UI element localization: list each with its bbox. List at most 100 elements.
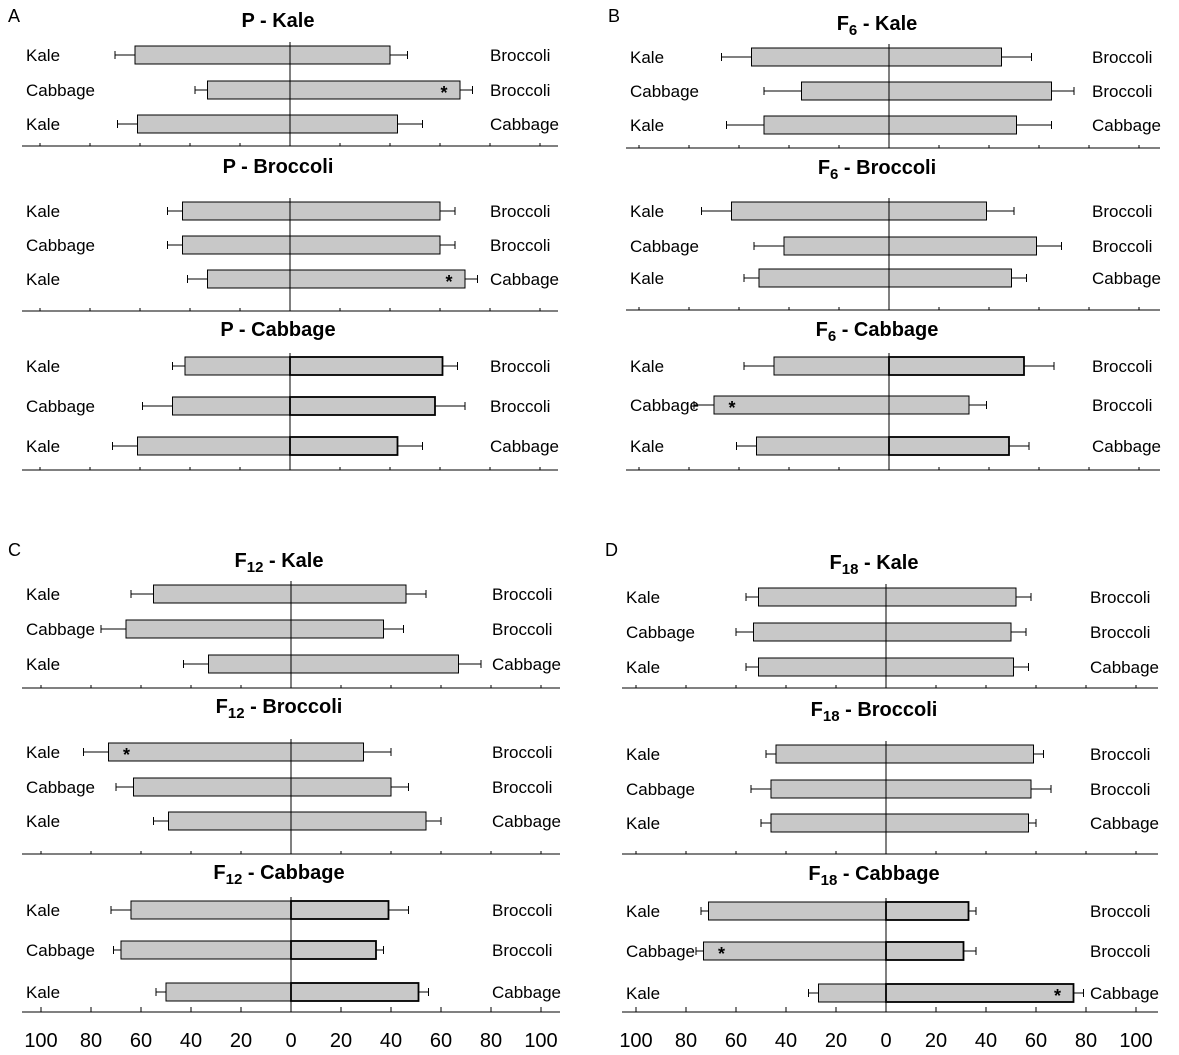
row-label-right: Cabbage	[1092, 437, 1161, 456]
subchart-title: F18 - Cabbage	[808, 863, 939, 889]
x-tick-label: 100	[524, 1030, 557, 1052]
subchart-title: F6 - Broccoli	[818, 157, 936, 183]
x-tick-label: 40	[380, 1030, 402, 1052]
significance-marker: *	[445, 272, 452, 292]
subchart-title-main: F	[837, 13, 849, 35]
row-label-right: Cabbage	[1090, 658, 1159, 677]
row-label-right: Broccoli	[1092, 396, 1152, 415]
bar-left	[775, 744, 887, 764]
bar-left	[751, 47, 890, 67]
subchart-title-rest: - Cabbage	[233, 319, 335, 341]
subchart-title: P - Cabbage	[220, 319, 335, 341]
row-label-left: Kale	[626, 984, 660, 1003]
row-label-right: Broccoli	[1090, 902, 1150, 921]
subchart-title: P - Kale	[241, 10, 314, 32]
row-label-left: Kale	[26, 743, 60, 762]
x-tick-label: 40	[775, 1030, 797, 1052]
panel-letter: C	[8, 540, 21, 560]
subchart-title-subscript: 6	[830, 166, 838, 183]
row-label-left: Cabbage	[26, 236, 95, 255]
bar-left	[783, 236, 890, 256]
subchart-title-subscript: 18	[823, 708, 840, 725]
row-label-right: Broccoli	[492, 778, 552, 797]
subchart-title-main: F	[816, 319, 828, 341]
row-label-right: Cabbage	[492, 812, 561, 831]
subchart-title: P - Broccoli	[223, 156, 334, 178]
significance-marker: *	[718, 944, 725, 964]
row-label-left: Kale	[626, 588, 660, 607]
subchart-title: F6 - Cabbage	[816, 319, 939, 345]
bar-right	[888, 236, 1037, 256]
x-tick-label: 20	[825, 1030, 847, 1052]
row-label-left: Kale	[630, 48, 664, 67]
row-label-right: Cabbage	[1092, 116, 1161, 135]
row-label-right: Cabbage	[490, 270, 559, 289]
bar-left	[207, 269, 291, 289]
bar-left	[120, 940, 292, 960]
row-label-right: Broccoli	[490, 357, 550, 376]
bar-left	[818, 983, 887, 1003]
bar-left	[708, 901, 887, 921]
panel-letter: D	[605, 540, 618, 560]
subchart-title-subscript: 12	[247, 559, 264, 576]
subchart-title-rest: - Kale	[857, 13, 917, 35]
bar-right	[290, 619, 384, 639]
row-label-right: Broccoli	[492, 620, 552, 639]
row-label-left: Kale	[630, 357, 664, 376]
row-label-left: Kale	[630, 202, 664, 221]
significance-marker: *	[1054, 986, 1061, 1006]
bar-right	[888, 436, 1010, 456]
bar-right	[888, 47, 1002, 67]
x-tick-label: 40	[975, 1030, 997, 1052]
x-tick-label: 60	[725, 1030, 747, 1052]
bar-right	[885, 587, 1017, 607]
subchart-title-subscript: 12	[226, 871, 243, 888]
row-label-left: Kale	[26, 270, 60, 289]
row-label-left: Kale	[626, 902, 660, 921]
row-label-right: Cabbage	[492, 983, 561, 1002]
bar-left	[758, 268, 890, 288]
subchart-title-rest: - Broccoli	[840, 699, 938, 721]
row-label-left: Kale	[26, 655, 60, 674]
bar-left	[713, 395, 890, 415]
bar-left	[168, 811, 292, 831]
bar-right	[885, 779, 1032, 799]
x-tick-label: 0	[285, 1030, 296, 1052]
row-label-left: Cabbage	[630, 396, 699, 415]
subchart-title-rest: - Cabbage	[837, 863, 939, 885]
row-label-right: Broccoli	[1092, 237, 1152, 256]
row-label-left: Cabbage	[26, 397, 95, 416]
x-tick-label: 80	[1075, 1030, 1097, 1052]
bar-right	[290, 982, 420, 1002]
bar-left	[137, 114, 291, 134]
bar-right	[289, 269, 466, 289]
bar-right	[289, 436, 399, 456]
row-label-left: Kale	[26, 437, 60, 456]
row-label-left: Kale	[626, 745, 660, 764]
x-tick-label: 80	[80, 1030, 102, 1052]
row-label-right: Broccoli	[492, 901, 552, 920]
subchart-title: F12 - Cabbage	[213, 862, 344, 888]
row-label-left: Kale	[626, 814, 660, 833]
row-label-left: Cabbage	[630, 82, 699, 101]
bar-right	[885, 744, 1034, 764]
subchart-title: F12 - Broccoli	[216, 696, 343, 722]
row-label-left: Kale	[630, 116, 664, 135]
row-label-left: Kale	[26, 357, 60, 376]
subchart-title-rest: - Broccoli	[236, 156, 334, 178]
row-label-left: Kale	[26, 812, 60, 831]
subchart-title: F12 - Kale	[235, 550, 324, 576]
row-label-right: Broccoli	[490, 46, 550, 65]
row-label-right: Broccoli	[492, 743, 552, 762]
bar-left	[133, 777, 292, 797]
subchart-title-main: P	[241, 10, 254, 32]
subchart-title-main: F	[811, 699, 823, 721]
bar-right	[888, 201, 987, 221]
x-tick-label: 60	[1025, 1030, 1047, 1052]
bar-right	[290, 584, 407, 604]
x-tick-label: 100	[24, 1030, 57, 1052]
bar-left	[207, 80, 291, 100]
bar-left	[763, 115, 890, 135]
row-label-left: Cabbage	[626, 623, 695, 642]
